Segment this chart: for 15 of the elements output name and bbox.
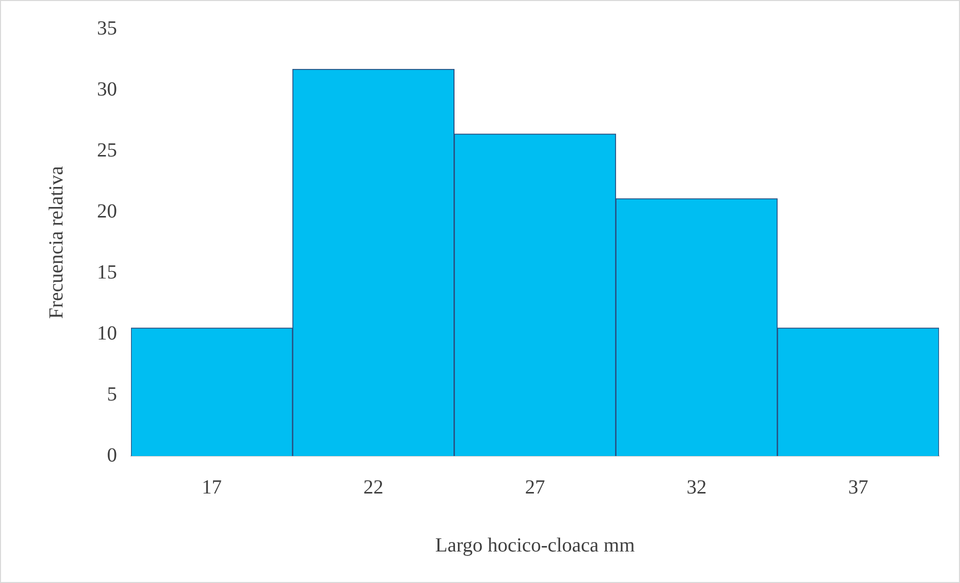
y-tick-label: 25 — [97, 139, 117, 162]
x-tick-label: 32 — [686, 476, 707, 498]
x-tick-label: 22 — [363, 476, 384, 498]
y-tick-label: 30 — [97, 78, 117, 100]
y-tick-label: 0 — [107, 444, 117, 466]
y-tick-label: 20 — [97, 200, 117, 222]
y-tick-label: 35 — [97, 17, 117, 40]
x-axis-title: Largo hocico-cloaca mm — [435, 534, 636, 556]
y-tick-label: 10 — [97, 322, 117, 344]
x-tick-label: 37 — [848, 476, 868, 498]
y-tick-label: 5 — [107, 383, 117, 406]
x-tick-label: 17 — [202, 476, 222, 498]
x-tick-label: 27 — [525, 476, 545, 498]
y-axis-title: Frecuencia relativa — [45, 166, 68, 319]
y-tick-label: 15 — [97, 261, 117, 284]
